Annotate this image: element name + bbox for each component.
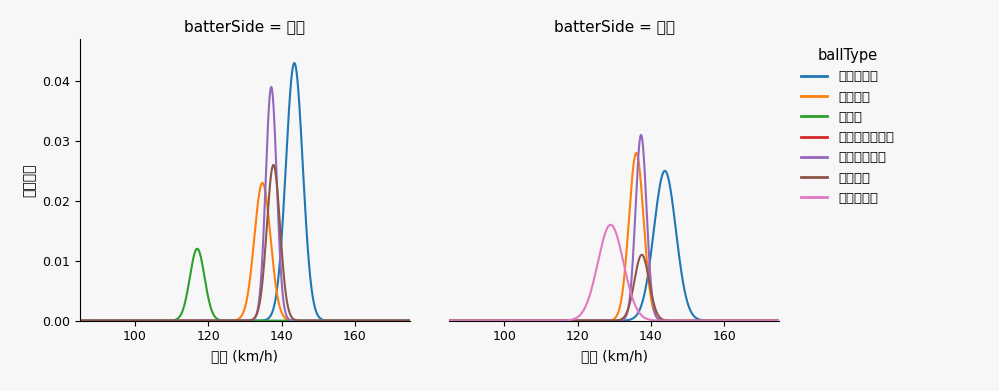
Title: batterSide = 右打: batterSide = 右打 [553, 19, 674, 34]
X-axis label: 球速 (km/h): 球速 (km/h) [580, 349, 647, 363]
Title: batterSide = 左打: batterSide = 左打 [185, 19, 306, 34]
Legend: ストレート, フォーク, カーブ, チェンジアップ, カットボール, シュート, スライダー: ストレート, フォーク, カーブ, チェンジアップ, カットボール, シュート,… [796, 43, 899, 210]
X-axis label: 球速 (km/h): 球速 (km/h) [212, 349, 279, 363]
Y-axis label: 確率密度: 確率密度 [23, 163, 37, 197]
